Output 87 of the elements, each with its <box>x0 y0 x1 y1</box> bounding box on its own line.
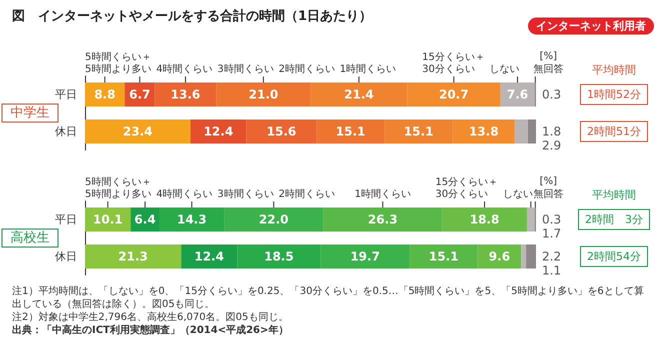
series-label: 2時間くらい <box>278 188 335 200</box>
data-label: 2.9 <box>542 138 562 152</box>
bar <box>526 208 535 232</box>
data-label: 15.1 <box>404 124 434 138</box>
bar <box>442 208 527 232</box>
bar <box>85 244 182 268</box>
bar <box>521 244 526 268</box>
chart-title: 図 インターネットやメールをする合計の時間（1日あたり） <box>12 8 372 24</box>
series-label: 無回答 <box>533 63 564 75</box>
bar <box>246 120 317 144</box>
data-label: 2.2 <box>542 250 562 264</box>
data-label: 26.3 <box>368 212 398 226</box>
series-label: しない <box>490 64 520 75</box>
x-axis-title: [%] <box>540 176 558 187</box>
series-label: 15分くらい＋ 30分くらい <box>422 51 485 75</box>
data-label: 0.3 <box>542 88 562 102</box>
data-label: 13.6 <box>170 88 200 102</box>
data-label: 1.7 <box>542 226 562 240</box>
series-label: 15分くらい＋ 30分くらい <box>435 176 498 200</box>
data-label: 1.1 <box>542 264 562 278</box>
bar <box>154 82 216 106</box>
text: 2時間 3分 <box>585 213 643 226</box>
y-axis-title: 高校生 <box>10 230 50 246</box>
series-label: 無回答 <box>533 188 564 200</box>
y-tick-label: 休日 <box>55 125 77 138</box>
x-axis-title: [%] <box>540 51 558 62</box>
series-label: 3時間くらい <box>217 188 274 200</box>
data-label: 15.1 <box>428 250 458 264</box>
data-label: 6.7 <box>129 88 150 102</box>
bar <box>320 244 410 268</box>
series-label: 4時間くらい <box>156 188 213 200</box>
bar <box>190 120 246 144</box>
bar <box>323 208 442 232</box>
text: 2時間54分 <box>587 250 641 263</box>
data-label: 0.3 <box>542 212 562 226</box>
y-axis-title: 中学生 <box>10 106 50 120</box>
data-label: 19.7 <box>350 250 380 264</box>
y-tick-label: 休日 <box>55 250 77 263</box>
data-label: 12.4 <box>204 124 234 138</box>
y-tick-label: 平日 <box>55 213 77 226</box>
data-label: 21.4 <box>344 88 374 102</box>
data-label: 20.7 <box>438 88 469 102</box>
series-label: 3時間くらい <box>217 63 274 75</box>
series-label: 2時間くらい <box>278 63 335 75</box>
bar <box>237 244 321 268</box>
data-label: 8.8 <box>94 88 116 102</box>
y-tick-label: 平日 <box>55 88 77 101</box>
series-label: 1時間くらい <box>340 63 396 75</box>
data-label: 6.4 <box>134 212 156 226</box>
bar <box>526 244 536 268</box>
data-label: 15.1 <box>336 124 366 138</box>
text: インターネット利用者 <box>536 20 646 32</box>
series-label: 5時間くらい＋ 5時間より多い <box>85 51 152 75</box>
data-label: 15.6 <box>266 124 296 138</box>
text: 1時間52分 <box>587 88 641 101</box>
text: 平均時間 <box>592 64 636 76</box>
data-label: 13.8 <box>468 124 499 138</box>
data-label: 9.6 <box>488 250 510 264</box>
text: 注1）平均時間は、「しない」を0、「15分くらい」を0.25、「30分くらい」を0.5…「5時間くらい」を5、「5時間より多い」を6として算出している（無回答は除く）。図05も同じ。 <box>12 285 644 310</box>
series-label: 5時間くらい＋ 5時間より多い <box>85 176 152 200</box>
bar <box>528 120 536 144</box>
bar <box>224 208 324 232</box>
data-label: 1.8 <box>542 124 562 138</box>
text: 注2）対象は中学生2,796名、高校生6,070名。図05も同じ。 <box>12 311 288 323</box>
bar <box>316 120 385 144</box>
data-label: 21.0 <box>248 88 278 102</box>
text: 平均時間 <box>592 188 636 202</box>
data-label: 22.0 <box>258 212 289 226</box>
data-label: 21.3 <box>118 250 148 264</box>
text: 2時間51分 <box>587 125 641 138</box>
bar <box>514 120 528 144</box>
series-label: 4時間くらい <box>156 63 213 75</box>
series-label: 1時間くらい <box>354 188 412 200</box>
data-label: 7.6 <box>506 88 528 102</box>
data-label: 18.8 <box>470 212 500 226</box>
bar <box>159 208 224 232</box>
data-label: 10.1 <box>92 212 123 226</box>
bar <box>85 120 190 144</box>
series-label: しない <box>502 189 533 200</box>
bar <box>181 244 238 268</box>
data-label: 18.5 <box>264 250 294 264</box>
data-label: 14.3 <box>176 212 207 226</box>
data-label: 12.4 <box>194 250 224 264</box>
data-label: 23.4 <box>122 124 153 138</box>
bar <box>216 82 311 106</box>
bar <box>410 244 478 268</box>
source-note: 出典：「中高生のICT利用実態調査」（2014<平成26>年） <box>12 324 288 336</box>
